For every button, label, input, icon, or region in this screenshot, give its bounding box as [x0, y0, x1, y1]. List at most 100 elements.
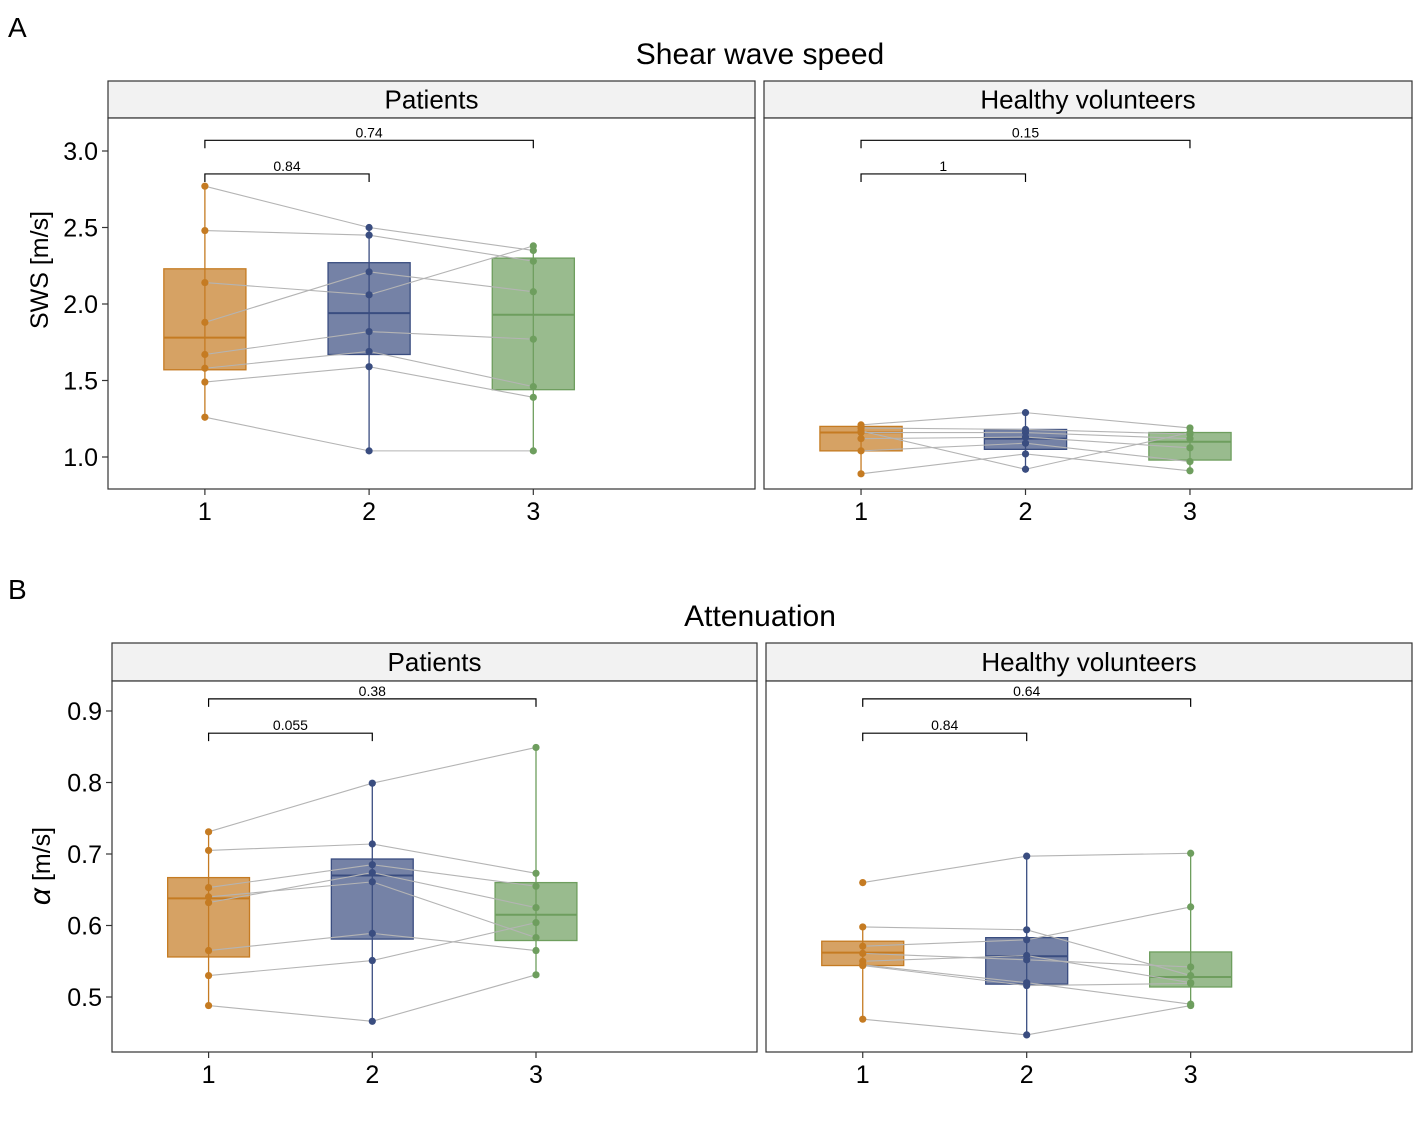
data-point	[532, 882, 540, 890]
data-point	[368, 956, 376, 965]
data-point	[201, 413, 209, 421]
significance-bracket	[204, 139, 534, 149]
data-point	[1186, 457, 1194, 466]
x-tick-label: 2	[1019, 498, 1033, 526]
significance-bracket	[862, 732, 1028, 742]
significance-bracket	[860, 173, 1027, 182]
data-point	[365, 291, 373, 299]
data-point	[1023, 926, 1031, 934]
data-point	[529, 257, 537, 265]
data-point	[529, 288, 537, 296]
x-tick-label: 1	[854, 498, 868, 526]
panel-a: A Shear wave speed SWS [m/s] 1.0 1.5 2.0 2.5 3.…	[8, 12, 1413, 526]
data-point	[201, 182, 209, 190]
data-point	[1187, 963, 1195, 971]
data-point	[204, 1001, 213, 1010]
data-point	[201, 350, 209, 359]
y-tick-label: 1.5	[63, 368, 98, 396]
data-point	[204, 828, 213, 836]
data-point	[201, 318, 209, 326]
data-point	[1187, 849, 1195, 857]
y-tick-label: 3.0	[63, 138, 98, 166]
facet-title: Patients	[385, 85, 479, 115]
data-point	[532, 904, 540, 912]
data-point	[859, 879, 867, 887]
data-point	[1023, 951, 1031, 960]
p-value-label: 1	[939, 158, 947, 174]
x-tick-label: 2	[1020, 1061, 1034, 1089]
panel-label: B	[8, 574, 27, 605]
data-point	[368, 779, 376, 787]
data-point	[1186, 467, 1194, 475]
panel-b: B Attenuation α [m/s] 0.5 0.6 0.7 0.8 0.9 Patien…	[8, 574, 1413, 1089]
data-point	[857, 470, 865, 478]
facet-strip	[111, 642, 758, 682]
facet-strip	[107, 80, 756, 119]
x-tick-label: 3	[1183, 498, 1197, 526]
plot-area	[111, 680, 758, 1053]
y-tick-label: 0.7	[67, 841, 102, 869]
data-point	[532, 971, 540, 979]
significance-bracket	[860, 139, 1191, 149]
data-point	[1021, 439, 1030, 447]
significance-bracket	[862, 698, 1192, 707]
data-point	[365, 223, 373, 232]
y-tick-label: 1.0	[63, 444, 98, 472]
data-point	[365, 268, 373, 276]
data-point	[201, 364, 209, 372]
data-point	[1021, 450, 1030, 458]
y-axis-label: SWS [m/s]	[26, 211, 54, 329]
data-point	[532, 743, 540, 752]
data-point	[859, 942, 867, 950]
data-point	[204, 893, 213, 901]
data-point	[532, 934, 540, 942]
data-point	[368, 861, 376, 869]
data-point	[368, 840, 376, 848]
data-point	[204, 971, 213, 980]
y-axis-label: α [m/s]	[24, 827, 57, 905]
data-point	[529, 242, 537, 250]
data-point	[532, 946, 540, 955]
p-value-label: 0.84	[931, 717, 958, 733]
data-point	[368, 1017, 376, 1025]
p-value-label: 0.38	[359, 683, 386, 699]
data-point	[201, 278, 209, 287]
data-point	[532, 869, 540, 877]
x-tick-label: 1	[202, 1061, 216, 1089]
data-point	[857, 435, 865, 443]
data-point	[1023, 936, 1031, 944]
facet-strip	[763, 80, 1413, 119]
p-value-label: 0.64	[1013, 683, 1040, 699]
data-point	[1021, 465, 1030, 473]
data-point	[532, 919, 540, 927]
data-point	[1187, 979, 1195, 988]
data-point	[1186, 435, 1194, 443]
box	[491, 257, 576, 391]
p-value-label: 0.15	[1012, 124, 1039, 140]
facet-healthy-volunteers: Healthy volunteers 0.64 0.84 1 2 3	[765, 642, 1413, 1089]
data-point	[857, 447, 865, 455]
box	[327, 262, 411, 356]
x-tick-label: 3	[529, 1061, 543, 1089]
x-tick-label: 3	[1184, 1061, 1198, 1089]
data-point	[859, 1015, 867, 1023]
panel-label: A	[8, 12, 27, 43]
data-point	[1187, 903, 1195, 911]
y-axis-unit: [m/s]	[28, 827, 56, 888]
x-tick-label: 2	[365, 1061, 379, 1089]
facet-title: Healthy volunteers	[980, 85, 1195, 115]
data-point	[368, 929, 376, 937]
y-axis-symbol: α	[24, 887, 57, 905]
chart-title: Attenuation	[684, 600, 836, 633]
data-point	[529, 383, 537, 391]
p-value-label: 0.74	[355, 124, 382, 140]
data-point	[204, 846, 213, 855]
data-point	[1186, 444, 1194, 452]
data-point	[1023, 1031, 1031, 1039]
data-point	[1023, 852, 1031, 860]
box	[494, 881, 578, 942]
data-point	[1023, 979, 1031, 987]
x-tick-label: 1	[198, 498, 212, 526]
